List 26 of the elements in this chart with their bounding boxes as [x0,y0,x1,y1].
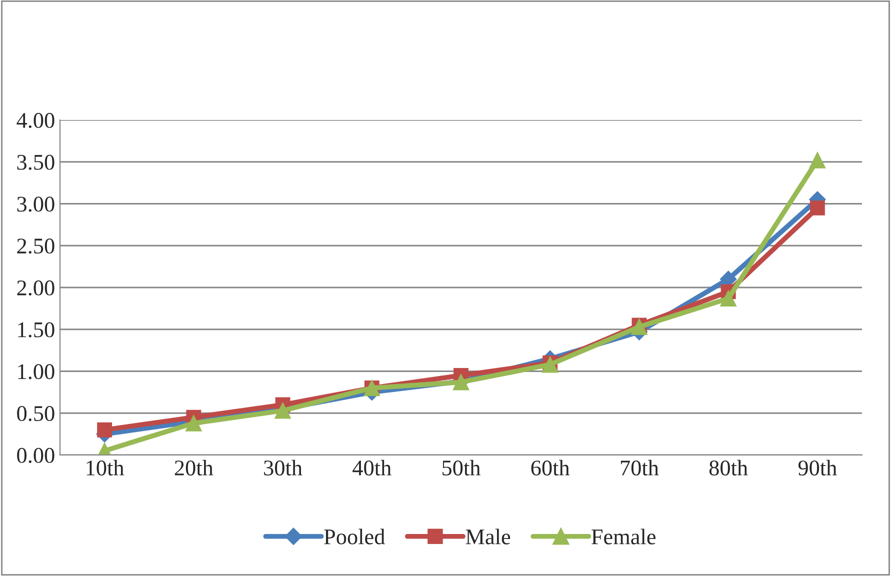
x-tick-label: 50th [442,460,480,476]
y-tick-label: 1.50 [18,322,54,338]
legend-label: Pooled [324,528,385,544]
x-tick-label: 30th [264,460,302,476]
point [810,200,825,216]
x-tick-label: 70th [620,460,659,476]
y-tick-label: 2.50 [17,238,54,254]
y-tick-label: 0.00 [17,448,54,464]
y-tick-label: 2.00 [17,280,54,296]
point [720,290,736,307]
legend-label: Male [466,528,510,544]
y-tick-label: 3.00 [17,196,54,212]
x-tick-label: 80th [709,460,748,476]
y-tick-label: 0.50 [17,406,54,422]
x-tick-label: 90th [798,460,837,476]
x-tick-label: 20th [174,460,214,476]
y-tick-label: 1.00 [18,364,54,380]
point [186,415,202,432]
point [809,152,826,168]
legend-label: Female [592,528,656,544]
y-tick-label: 4.00 [16,112,54,128]
x-tick-label: 40th [352,460,392,476]
x-tick-label: 60th [531,460,570,476]
x-tick-label: 10th [86,460,124,476]
y-tick-label: 3.50 [17,154,54,170]
point [97,422,112,438]
